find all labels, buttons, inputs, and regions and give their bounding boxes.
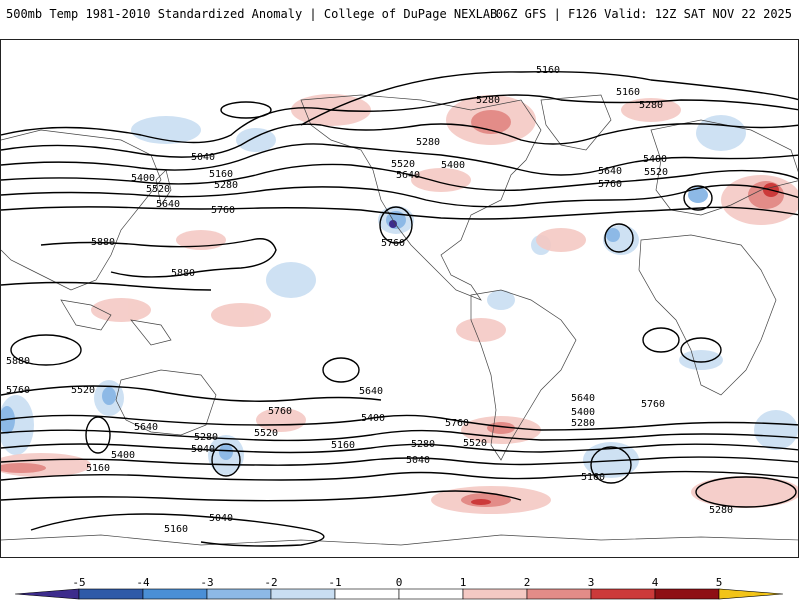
header: 500mb Temp 1981-2010 Standardized Anomal… <box>0 0 800 30</box>
contour-label: 5280 <box>571 418 595 429</box>
map-panel: 5160 5160 5280 5280 5280 5040 5160 5280 … <box>0 39 799 558</box>
contour-label: 5160 <box>581 472 605 483</box>
contour-label: 5160 <box>536 65 560 76</box>
colorbar-tick-label: -5 <box>72 576 86 589</box>
contour-labels: 5160 5160 5280 5280 5280 5040 5160 5280 … <box>6 65 733 535</box>
model-run-info: 06Z GFS | F126 Valid: 12Z SAT NOV 22 202… <box>495 7 792 21</box>
contour-label: 5040 <box>406 455 430 466</box>
colorbar-min-arrow <box>14 588 80 600</box>
colorbar-segment <box>206 588 272 600</box>
continent-outlines <box>1 94 798 546</box>
contour-label: 5640 <box>598 166 622 177</box>
contour-label: 5400 <box>441 160 465 171</box>
colorbar-tick-label: -4 <box>136 576 150 589</box>
contour-label: 5160 <box>86 463 110 474</box>
colorbar-segment <box>142 588 208 600</box>
strong-cold-anomaly-areas <box>1 187 708 460</box>
contour-label: 5400 <box>643 154 667 165</box>
antarctica-outline <box>1 534 798 546</box>
colorbar-segment <box>398 588 464 600</box>
colorbar-segment <box>590 588 656 600</box>
colorbar-max-arrow <box>718 588 784 600</box>
contour-label: 5880 <box>171 268 195 279</box>
contour-label: 5640 <box>156 199 180 210</box>
contour-label: 5880 <box>91 237 115 248</box>
contour-label: 5160 <box>164 524 188 535</box>
colorbar-segment <box>270 588 336 600</box>
maritime-continent-outline <box>60 299 172 346</box>
contour-label: 5760 <box>598 179 622 190</box>
height-contours <box>1 70 798 547</box>
contour-label: 5760 <box>445 418 469 429</box>
contour-label: 5280 <box>411 439 435 450</box>
contour-label: 5160 <box>209 169 233 180</box>
contour-label: 5280 <box>709 505 733 516</box>
australia-outline <box>115 369 217 436</box>
contour-label: 5520 <box>391 159 415 170</box>
colorbar-segment <box>526 588 592 600</box>
colorbar-tick-label: 5 <box>715 576 723 589</box>
contour-label: 5280 <box>214 180 238 191</box>
contour-label: 5520 <box>146 184 170 195</box>
colorbar-segment <box>654 588 720 600</box>
contour-label: 5400 <box>571 407 595 418</box>
contour-label: 5760 <box>6 385 30 396</box>
colorbar-tick-label: -1 <box>328 576 342 589</box>
colorbar-segment <box>78 588 144 600</box>
contour-label: 5400 <box>111 450 135 461</box>
contour-label: 5760 <box>211 205 235 216</box>
contour-label: 5040 <box>209 513 233 524</box>
contour-label: 5280 <box>416 137 440 148</box>
europe-outline <box>650 119 798 216</box>
contour-label: 5760 <box>641 399 665 410</box>
asia-outline <box>1 129 162 291</box>
contour-label: 5160 <box>616 87 640 98</box>
anomaly-map: 5160 5160 5280 5280 5280 5040 5160 5280 … <box>1 65 798 547</box>
greenland-outline <box>540 94 612 151</box>
anomaly-colorbar: -5 -4 -3 -2 -1 0 1 2 3 4 5 <box>0 570 800 600</box>
contour-label: 5760 <box>268 406 292 417</box>
contour-label: 5520 <box>71 385 95 396</box>
contour-label: 5760 <box>381 238 405 249</box>
colorbar-segment <box>334 588 400 600</box>
contour-label: 5640 <box>396 170 420 181</box>
contour-label: 5640 <box>571 393 595 404</box>
contour-label: 5400 <box>361 413 385 424</box>
contour-label: 5040 <box>191 444 215 455</box>
colorbar-segment <box>462 588 528 600</box>
extreme-cold-anomaly-areas <box>389 220 397 228</box>
contour-label: 5280 <box>194 432 218 443</box>
contour-label: 5880 <box>6 356 30 367</box>
contour-label: 5640 <box>134 422 158 433</box>
map-title: 500mb Temp 1981-2010 Standardized Anomal… <box>6 7 498 21</box>
contour-label: 5520 <box>463 438 487 449</box>
contour-label: 5400 <box>131 173 155 184</box>
south-america-outline <box>470 289 577 461</box>
contour-label: 5520 <box>644 167 668 178</box>
colorbar-strip <box>14 588 784 600</box>
colorbar-tick-label: 3 <box>587 576 595 589</box>
colorbar-tick-label: 0 <box>395 576 403 589</box>
colorbar-tick-label: -3 <box>200 576 214 589</box>
contour-label: 5160 <box>331 440 355 451</box>
africa-outline <box>638 234 777 396</box>
contour-label: 5520 <box>254 428 278 439</box>
colorbar-tick-label: 1 <box>459 576 467 589</box>
north-america-outline <box>300 94 542 301</box>
contour-label: 5640 <box>359 386 383 397</box>
contour-label: 5280 <box>476 95 500 106</box>
colorbar-tick-label: 2 <box>523 576 531 589</box>
contour-label: 5280 <box>639 100 663 111</box>
colorbar-tick-label: -2 <box>264 576 278 589</box>
contour-label: 5040 <box>191 152 215 163</box>
colorbar-tick-label: 4 <box>651 576 659 589</box>
